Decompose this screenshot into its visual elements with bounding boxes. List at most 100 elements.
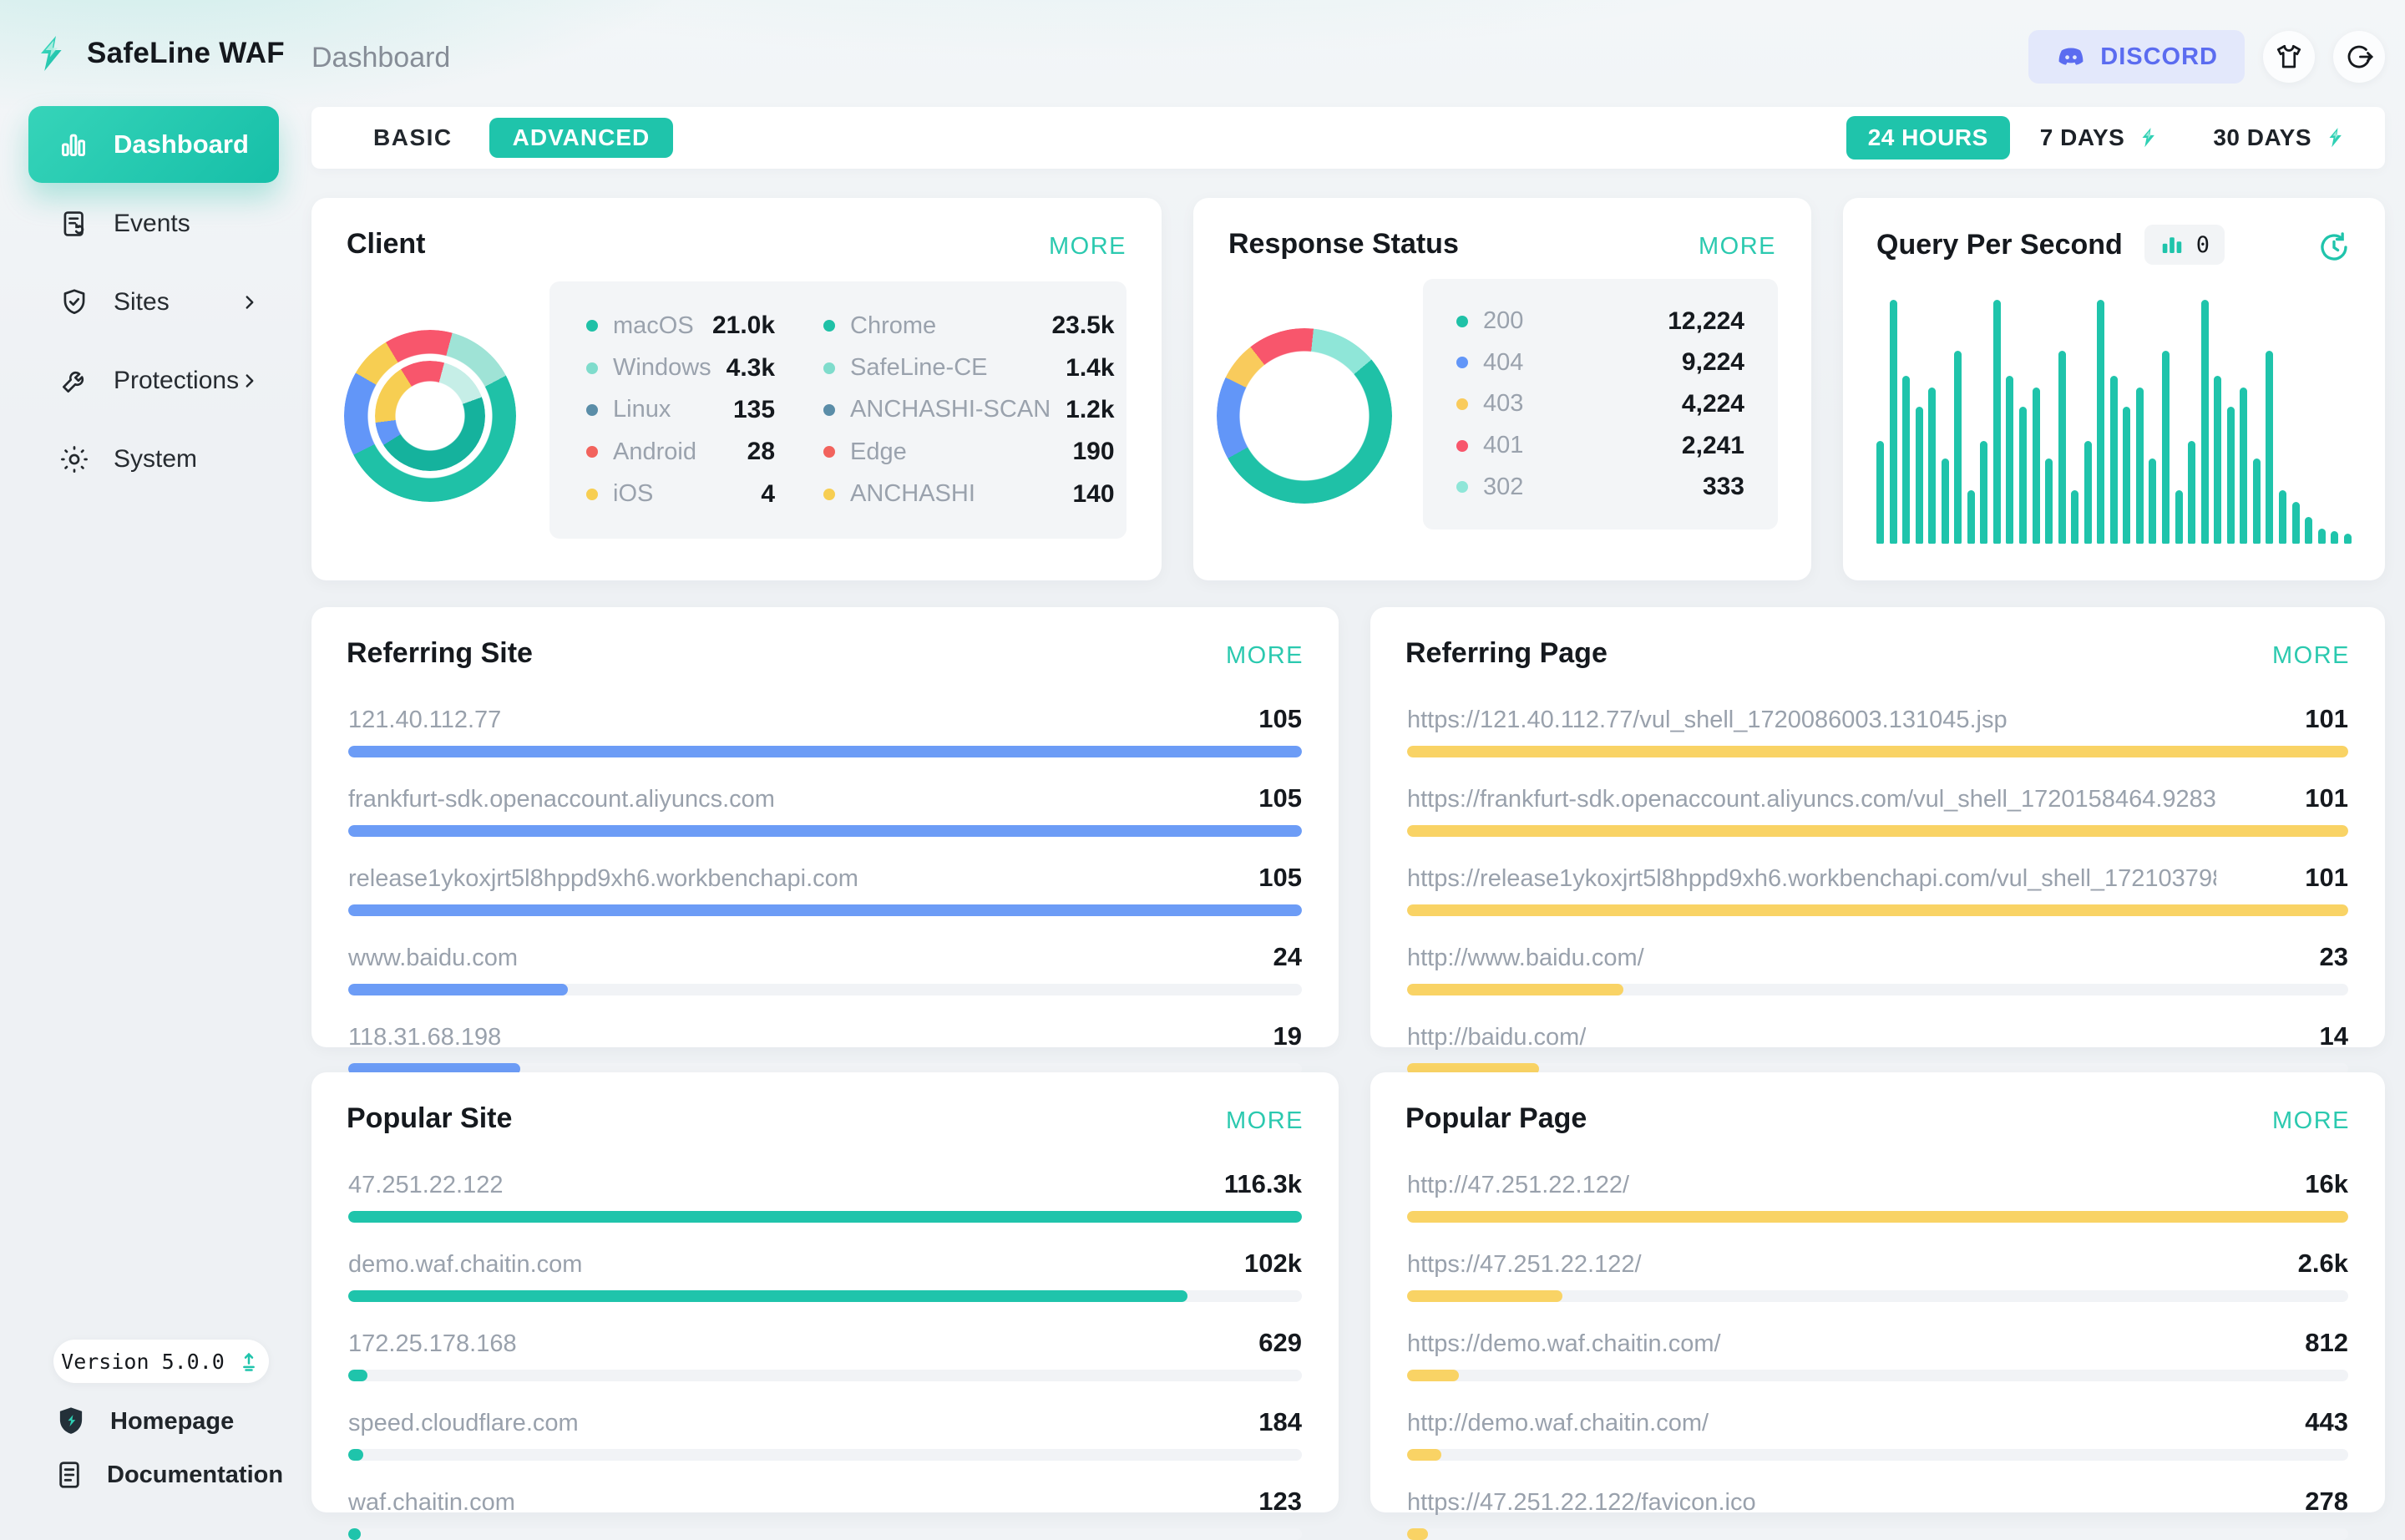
popular-page-more-link[interactable]: MORE bbox=[2272, 1107, 2350, 1134]
stat-label: 121.40.112.77 bbox=[348, 707, 502, 733]
stat-bar-fill bbox=[348, 1528, 361, 1540]
legend-item: Windows 4.3k bbox=[586, 347, 775, 388]
time-range-chip[interactable]: 24 HOURS bbox=[1846, 116, 2010, 160]
stat-row: speed.cloudflare.com 184 bbox=[348, 1407, 1302, 1461]
legend-label: macOS bbox=[613, 312, 694, 339]
qps-card: Query Per Second 0 bbox=[1843, 198, 2385, 580]
stat-label: release1ykoxjrt5l8hppd9xh6.workbenchapi.… bbox=[348, 865, 858, 892]
stat-bar-track bbox=[1407, 904, 2348, 916]
logout-icon bbox=[2347, 45, 2374, 68]
sidebar-item-system[interactable]: System bbox=[28, 429, 279, 489]
stat-value: 116.3k bbox=[1223, 1169, 1302, 1198]
legend-dot bbox=[586, 403, 598, 416]
referring-page-more-link[interactable]: MORE bbox=[2272, 642, 2350, 669]
stat-bar-track bbox=[1407, 1370, 2348, 1381]
stat-row: http://demo.waf.chaitin.com/ 443 bbox=[1407, 1407, 2348, 1461]
version-pill[interactable]: Version 5.0.0 bbox=[53, 1340, 269, 1383]
qps-bar bbox=[2317, 529, 2326, 544]
stat-bar-track bbox=[1407, 1449, 2348, 1461]
qps-bar bbox=[2291, 502, 2300, 544]
legend-value: 1.4k bbox=[1066, 353, 1115, 382]
legend-item: 403 4,224 bbox=[1456, 383, 1744, 425]
legend-value: 4 bbox=[761, 479, 776, 508]
stat-bar-fill bbox=[1407, 1211, 2348, 1223]
stat-bar-track bbox=[1407, 1063, 2348, 1075]
client-legend: macOS 21.0k Windows 4.3k Linux 135 Andro… bbox=[549, 281, 1127, 539]
stat-value: 2.6k bbox=[2297, 1249, 2348, 1278]
sidebar-item-dashboard[interactable]: Dashboard bbox=[28, 106, 279, 183]
legend-label: 401 bbox=[1483, 432, 1524, 459]
legend-dot bbox=[1456, 357, 1468, 369]
qps-bar bbox=[1915, 407, 1923, 544]
stat-row: waf.chaitin.com 123 bbox=[348, 1487, 1302, 1540]
legend-dot bbox=[1456, 398, 1468, 410]
response-status-legend: 200 12,224 404 9,224 403 4,224 401 2,241… bbox=[1423, 279, 1778, 529]
time-range-chip[interactable]: 30 DAYS bbox=[2191, 116, 2370, 160]
qps-bar bbox=[2252, 458, 2261, 544]
stat-value: 101 bbox=[2305, 783, 2348, 813]
legend-item: 404 9,224 bbox=[1456, 342, 1744, 384]
stat-value: 101 bbox=[2305, 863, 2348, 892]
logout-button[interactable] bbox=[2333, 31, 2385, 83]
stat-bar-track bbox=[1407, 1528, 2348, 1540]
sites-icon bbox=[63, 289, 85, 315]
sidebar-item-events[interactable]: Events bbox=[28, 194, 279, 254]
legend-item: 302 333 bbox=[1456, 466, 1744, 508]
stat-label: https://47.251.22.122/ bbox=[1407, 1251, 1642, 1278]
stat-value: 23 bbox=[2319, 942, 2348, 971]
mode-tab[interactable]: ADVANCED bbox=[489, 118, 674, 158]
stat-label: https://demo.waf.chaitin.com/ bbox=[1407, 1330, 1721, 1357]
update-icon bbox=[242, 1352, 255, 1371]
sidebar-link-documentation[interactable]: Documentation bbox=[53, 1453, 283, 1497]
response-status-more-link[interactable]: MORE bbox=[1699, 233, 1776, 260]
legend-label: 302 bbox=[1483, 473, 1524, 500]
qps-bar bbox=[2331, 531, 2339, 544]
discord-button[interactable]: DISCORD bbox=[2028, 30, 2245, 84]
qps-history-button[interactable] bbox=[2316, 230, 2352, 265]
stat-row: 47.251.22.122 116.3k bbox=[348, 1169, 1302, 1223]
legend-item: Edge 190 bbox=[823, 431, 1115, 473]
sidebar-item-protections[interactable]: Protections bbox=[28, 351, 279, 411]
sidebar-link-label: Documentation bbox=[107, 1461, 284, 1488]
popular-site-more-link[interactable]: MORE bbox=[1226, 1107, 1304, 1134]
stat-value: 812 bbox=[2305, 1328, 2348, 1357]
qps-badge: 0 bbox=[2144, 225, 2225, 265]
legend-value: 28 bbox=[747, 438, 776, 466]
mode-tabs: BASIC ADVANCED bbox=[311, 118, 674, 158]
stat-bar-track bbox=[348, 746, 1302, 757]
card-title: Referring Site bbox=[347, 637, 533, 669]
legend-value: 333 bbox=[1702, 473, 1744, 501]
legend-label: Windows bbox=[613, 354, 711, 382]
client-more-link[interactable]: MORE bbox=[1049, 233, 1127, 260]
stat-value: 19 bbox=[1273, 1021, 1302, 1051]
referring-site-more-link[interactable]: MORE bbox=[1226, 642, 1304, 669]
legend-item: Chrome 23.5k bbox=[823, 305, 1115, 347]
legend-value: 140 bbox=[1072, 479, 1115, 508]
tshirt-icon bbox=[2276, 44, 2301, 68]
client-card: Client MORE macOS 21.0k Windows 4.3k Lin… bbox=[311, 198, 1162, 580]
theme-button[interactable] bbox=[2263, 31, 2315, 83]
time-range-chip[interactable]: 7 DAYS bbox=[2018, 116, 2184, 160]
stat-bar-fill bbox=[1407, 1528, 1428, 1540]
legend-item: SafeLine-CE 1.4k bbox=[823, 347, 1115, 388]
card-title: Popular Page bbox=[1405, 1102, 1587, 1134]
legend-value: 12,224 bbox=[1668, 306, 1744, 335]
legend-item: 401 2,241 bbox=[1456, 425, 1744, 467]
legend-dot bbox=[586, 320, 598, 332]
brand-name: SafeLine WAF bbox=[87, 37, 285, 69]
safeline-logo-icon bbox=[41, 36, 62, 71]
mode-tab[interactable]: BASIC bbox=[350, 118, 476, 158]
sidebar-link-homepage[interactable]: Homepage bbox=[53, 1400, 234, 1443]
qps-bar bbox=[1889, 300, 1897, 544]
stat-row: http://47.251.22.122/ 16k bbox=[1407, 1169, 2348, 1223]
sidebar: Dashboard Events Sites Protections bbox=[0, 0, 294, 1503]
events-icon bbox=[63, 211, 84, 236]
referring-site-card: Referring Site MORE 121.40.112.77 105 fr… bbox=[311, 607, 1339, 1075]
referring-site-list: 121.40.112.77 105 frankfurt-sdk.openacco… bbox=[348, 704, 1302, 1075]
stat-bar-track bbox=[348, 1370, 1302, 1381]
response-status-card: Response Status MORE 200 12,224 404 9,22… bbox=[1193, 198, 1811, 580]
qps-bar bbox=[2343, 534, 2352, 544]
legend-value: 21.0k bbox=[711, 312, 776, 340]
sidebar-item-sites[interactable]: Sites bbox=[28, 272, 279, 332]
stat-label: demo.waf.chaitin.com bbox=[348, 1251, 583, 1278]
